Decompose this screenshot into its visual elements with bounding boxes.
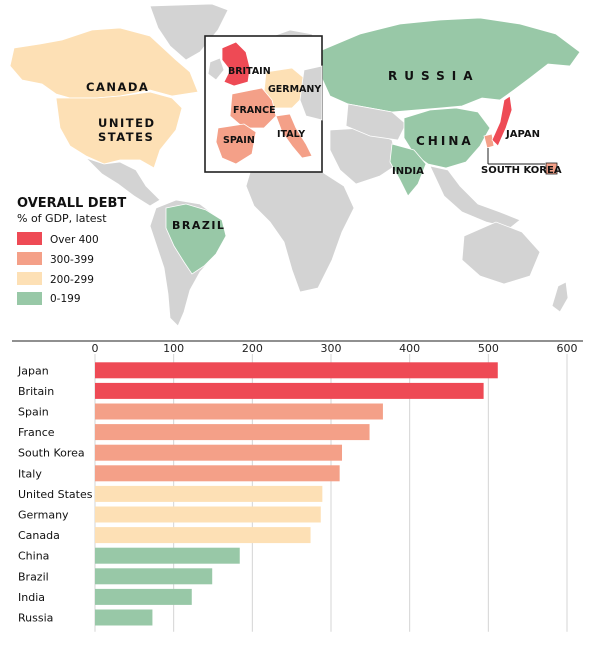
label-britain: BRITAIN (228, 66, 271, 77)
brazil-shape (165, 203, 227, 275)
label-spain: SPAIN (223, 135, 255, 146)
label-united: UNITED (98, 116, 156, 130)
canada-shape (9, 27, 199, 99)
bar-brazil (95, 568, 213, 585)
label-italy: ITALY (277, 129, 305, 140)
label-india: INDIA (392, 166, 424, 177)
bar-south-korea (95, 444, 343, 461)
south-korea-callout-box (545, 162, 558, 175)
tick-label-200: 200 (242, 342, 263, 355)
bar-india (95, 588, 192, 605)
category-label-germany: Germany (18, 509, 69, 522)
bar-china (95, 547, 240, 564)
bar-germany (95, 506, 321, 523)
central-asia-shape (345, 103, 407, 141)
eastern-europe-shape (299, 65, 323, 121)
south-korea-shape (483, 133, 495, 149)
legend-swatch-0-199 (17, 292, 42, 305)
italy-shape (275, 113, 313, 159)
category-label-spain: Spain (18, 406, 49, 419)
category-label-japan: Japan (17, 364, 49, 377)
label-russia: RUSSIA (388, 69, 479, 83)
legend-title: OVERALL DEBT (17, 196, 126, 211)
usa-shape (55, 91, 183, 169)
bar-spain (95, 403, 383, 420)
legend-label-over-400: Over 400 (50, 234, 99, 246)
legend-swatch-200-299 (17, 272, 42, 285)
greenland-shape (149, 3, 229, 61)
category-label-canada: Canada (18, 529, 60, 542)
category-label-brazil: Brazil (18, 570, 49, 583)
legend-label-300-399: 300-399 (50, 254, 94, 266)
tick-label-400: 400 (399, 342, 420, 355)
label-canada: CANADA (86, 80, 149, 94)
tick-label-100: 100 (163, 342, 184, 355)
world-debt-map: CANADA UNITED STATES BRAZIL RUSSIA CHINA… (9, 3, 581, 327)
bar-france (95, 424, 370, 441)
label-south-korea: SOUTH KOREA (481, 165, 562, 176)
label-brazil: BRAZIL (172, 219, 225, 232)
ireland-shape (207, 57, 225, 81)
category-label-france: France (18, 426, 55, 439)
bar-britain (95, 382, 484, 399)
legend-label-0-199: 0-199 (50, 293, 81, 305)
category-label-russia: Russia (18, 612, 53, 625)
southeast-asia-shape (429, 165, 521, 229)
category-label-britain: Britain (18, 385, 54, 398)
label-japan: JAPAN (505, 129, 540, 140)
legend-subtitle: % of GDP, latest (17, 212, 107, 225)
label-states: STATES (98, 130, 154, 144)
tick-label-300: 300 (321, 342, 342, 355)
category-label-india: India (18, 591, 45, 604)
spain-shape (215, 123, 257, 165)
legend-swatch-300-399 (17, 252, 42, 265)
category-label-south-korea: South Korea (18, 447, 85, 460)
japan-shape (491, 95, 513, 147)
africa-shape (245, 161, 355, 293)
legend-swatch-over-400 (17, 232, 42, 245)
australia-shape (461, 221, 541, 285)
britain-shape (221, 41, 251, 87)
tick-label-500: 500 (478, 342, 499, 355)
tick-label-0: 0 (92, 342, 99, 355)
russia-shape (319, 17, 581, 113)
debt-bar-chart: 0 100 200 300 400 500 600 Japan Britain Spain Fran… (12, 340, 583, 632)
category-label-united-states: United States (18, 488, 93, 501)
bar-united-states (95, 485, 323, 502)
bar-russia (95, 609, 153, 626)
new-zealand-shape (551, 281, 569, 313)
bar-italy (95, 465, 340, 482)
category-label-italy: Italy (18, 467, 42, 480)
india-shape (389, 143, 427, 197)
bar-japan (95, 362, 498, 379)
tick-label-600: 600 (557, 342, 578, 355)
france-shape (229, 87, 277, 129)
label-france: FRANCE (233, 105, 276, 116)
label-china: CHINA (416, 134, 474, 148)
bar-canada (95, 527, 311, 544)
category-label-china: China (18, 550, 49, 563)
mexico-shape (85, 157, 161, 207)
legend-label-200-299: 200-299 (50, 274, 94, 286)
label-germany: GERMANY (268, 84, 321, 95)
